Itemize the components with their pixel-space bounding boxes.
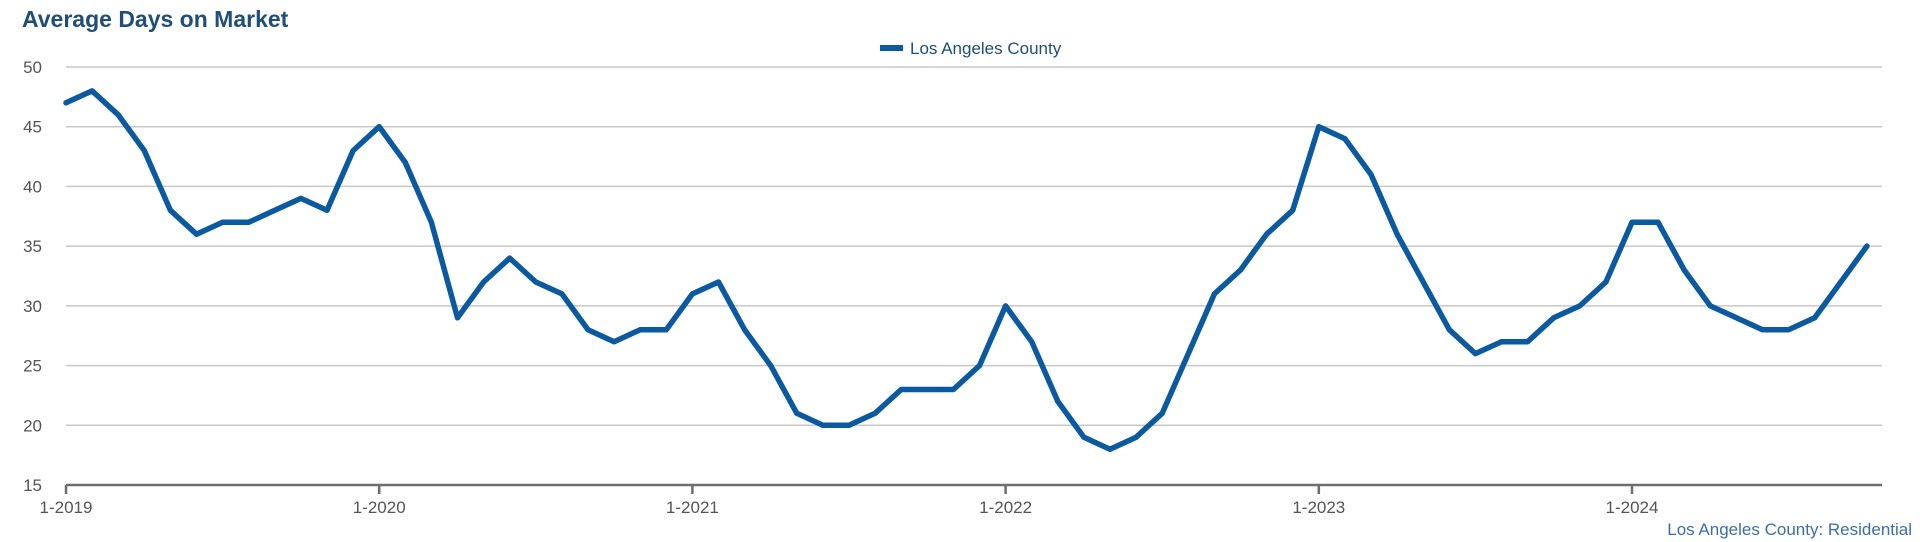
- y-tick-label: 50: [23, 58, 42, 77]
- source-note: Los Angeles County: Residential: [1667, 520, 1912, 539]
- data-point: [1577, 303, 1583, 309]
- data-point: [1525, 339, 1531, 345]
- data-point: [1290, 207, 1296, 213]
- data-point: [794, 410, 800, 416]
- data-point: [246, 219, 252, 225]
- data-point: [1368, 171, 1374, 177]
- data-point: [1499, 339, 1504, 345]
- data-point: [872, 410, 878, 416]
- data-point: [194, 231, 199, 237]
- data-point: [1446, 327, 1452, 333]
- data-point: [1733, 315, 1739, 321]
- x-tick-label: 1-2021: [666, 498, 719, 517]
- data-point: [89, 88, 95, 94]
- data-point: [924, 386, 930, 392]
- data-point: [507, 255, 513, 261]
- data-point: [1342, 136, 1348, 142]
- grid-layer: [66, 66, 1882, 427]
- legend[interactable]: Los Angeles County: [880, 39, 1062, 58]
- data-point: [1551, 315, 1557, 321]
- data-point: [1760, 327, 1765, 333]
- data-point: [1238, 267, 1243, 273]
- data-point: [1864, 243, 1870, 249]
- data-point: [1003, 303, 1009, 309]
- data-point: [977, 363, 982, 369]
- y-tick-label: 35: [23, 237, 42, 256]
- x-tick-label: 1-2023: [1292, 498, 1345, 517]
- data-point: [533, 279, 539, 285]
- x-tick-label: 1-2019: [40, 498, 93, 517]
- data-point: [559, 291, 565, 297]
- data-point: [481, 279, 487, 285]
- data-point: [1420, 279, 1426, 285]
- x-tick-label: 1-2024: [1606, 498, 1659, 517]
- x-tick-label: 1-2020: [353, 498, 406, 517]
- data-point: [1133, 434, 1139, 440]
- data-point: [1394, 231, 1400, 237]
- data-point: [820, 422, 826, 428]
- data-point: [63, 100, 69, 106]
- data-point: [768, 363, 774, 369]
- data-point: [611, 339, 617, 345]
- chart-title: Average Days on Market: [22, 6, 289, 32]
- data-point: [846, 422, 852, 428]
- y-tick-label: 30: [23, 297, 42, 316]
- data-point: [1603, 279, 1609, 285]
- data-point: [1786, 327, 1792, 333]
- data-point: [742, 327, 748, 333]
- data-point: [167, 207, 173, 213]
- series-layer: [63, 88, 1870, 452]
- y-tick-label: 45: [23, 118, 42, 137]
- data-point: [1681, 267, 1687, 273]
- data-point: [1707, 303, 1713, 309]
- data-point: [950, 386, 956, 392]
- data-point: [1211, 291, 1217, 297]
- legend-label: Los Angeles County: [910, 39, 1062, 58]
- data-point: [898, 386, 904, 392]
- data-point: [220, 219, 226, 225]
- y-tick-label: 20: [23, 416, 42, 435]
- data-point: [1081, 434, 1087, 440]
- data-point: [1029, 339, 1035, 345]
- data-point: [689, 291, 695, 297]
- data-point: [1185, 351, 1191, 357]
- data-point: [324, 207, 330, 213]
- series-line: [63, 88, 1870, 452]
- data-point: [428, 219, 434, 225]
- data-point: [1107, 446, 1113, 452]
- data-point: [115, 112, 121, 118]
- x-tick-label: 1-2022: [979, 498, 1032, 517]
- data-point: [350, 148, 356, 154]
- data-point: [298, 195, 304, 201]
- axis-layer: 15 20 25 30 35 40 45 50 1-2019 1-2020 1-2021 1-2022…: [23, 58, 1882, 517]
- data-point: [402, 160, 408, 166]
- data-point: [663, 327, 669, 333]
- data-point: [455, 315, 460, 321]
- data-point: [1629, 219, 1635, 225]
- data-point: [585, 327, 591, 333]
- y-tick-label: 25: [23, 357, 42, 376]
- data-point: [1472, 351, 1478, 357]
- data-point: [272, 207, 278, 213]
- data-point: [1055, 398, 1061, 404]
- data-point: [1159, 410, 1165, 416]
- data-point: [637, 327, 643, 333]
- y-tick-label: 40: [23, 177, 42, 196]
- data-point: [716, 279, 721, 285]
- data-point: [376, 124, 382, 130]
- data-point: [1316, 124, 1322, 130]
- data-point: [1812, 315, 1818, 321]
- y-tick-label: 15: [23, 476, 42, 495]
- data-point: [1264, 231, 1270, 237]
- data-point: [141, 148, 147, 154]
- data-point: [1655, 219, 1661, 225]
- data-point: [1838, 279, 1844, 285]
